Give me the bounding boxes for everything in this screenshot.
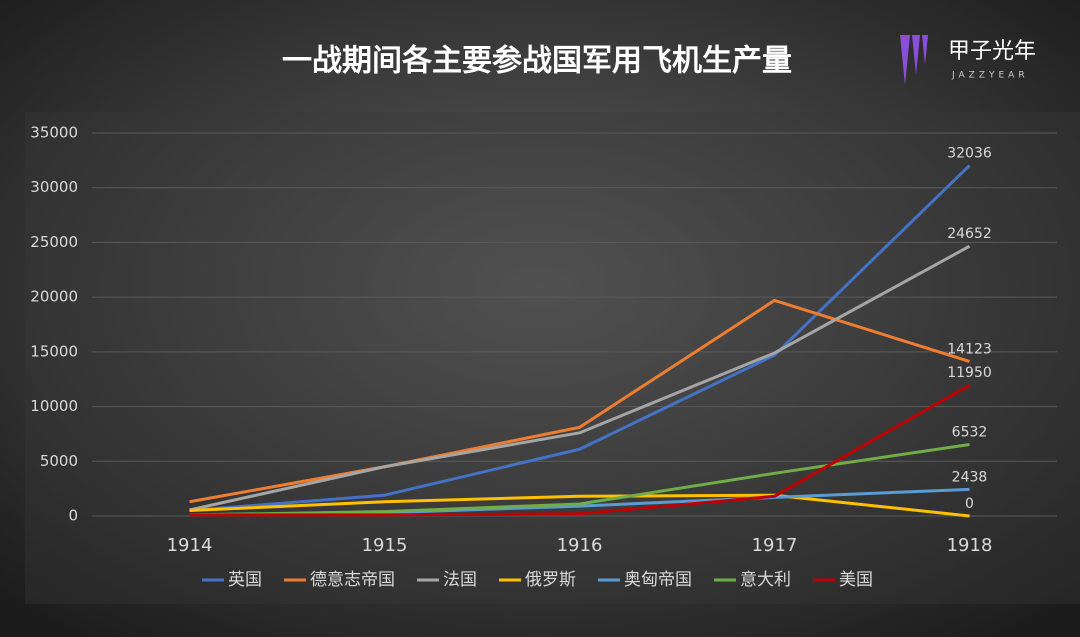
y-tick-label: 0 bbox=[68, 507, 78, 525]
data-label: 11950 bbox=[947, 365, 992, 381]
logo-sub: JAZZYEAR bbox=[951, 71, 1029, 81]
data-label: 2438 bbox=[952, 469, 988, 485]
plot-panel bbox=[25, 112, 1080, 604]
series-line bbox=[189, 244, 971, 512]
legend-label: 德意志帝国 bbox=[310, 570, 395, 590]
series-line bbox=[189, 443, 970, 517]
x-tick-label: 1918 bbox=[947, 535, 993, 556]
data-label: 0 bbox=[965, 496, 974, 512]
data-label: 32036 bbox=[947, 145, 992, 161]
legend-label: 奥匈帝国 bbox=[624, 570, 692, 590]
y-tick-label: 10000 bbox=[30, 397, 78, 415]
legend-label: 法国 bbox=[443, 570, 477, 590]
logo-icon bbox=[900, 35, 928, 85]
logo: 甲子光年 JAZZYEAR bbox=[900, 35, 1036, 85]
series-line bbox=[189, 383, 971, 517]
y-tick-label: 35000 bbox=[30, 124, 78, 142]
data-label: 6532 bbox=[952, 425, 988, 441]
chart-title: 一战期间各主要参战国军用飞机生产量 bbox=[282, 44, 792, 79]
legend-label: 俄罗斯 bbox=[525, 570, 576, 590]
data-label: 14123 bbox=[947, 341, 992, 357]
x-tick-label: 1917 bbox=[752, 535, 798, 556]
y-tick-label: 30000 bbox=[30, 178, 78, 196]
x-tick-label: 1915 bbox=[362, 535, 408, 556]
series-line bbox=[189, 493, 970, 518]
y-tick-label: 15000 bbox=[30, 342, 78, 360]
series-line bbox=[189, 298, 970, 504]
logo-name: 甲子光年 bbox=[948, 39, 1036, 64]
y-tick-label: 5000 bbox=[40, 452, 78, 470]
y-tick-label: 25000 bbox=[30, 233, 78, 251]
legend-label: 意大利 bbox=[740, 570, 791, 590]
x-tick-label: 1914 bbox=[167, 535, 213, 556]
x-tick-label: 1916 bbox=[557, 535, 603, 556]
series-line bbox=[189, 164, 971, 513]
legend-label: 英国 bbox=[228, 570, 262, 590]
data-label: 24652 bbox=[947, 226, 992, 242]
y-tick-label: 20000 bbox=[30, 288, 78, 306]
legend-label: 美国 bbox=[839, 570, 873, 590]
